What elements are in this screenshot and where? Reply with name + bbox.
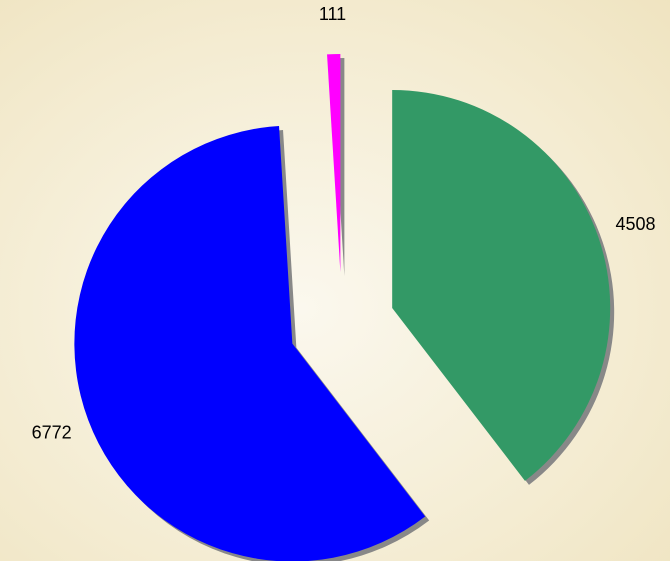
- slices: [74, 54, 611, 561]
- slice: [327, 54, 341, 273]
- data-label: 4508: [615, 214, 655, 234]
- slice: [74, 125, 426, 561]
- data-label: 6772: [32, 422, 72, 442]
- slice: [392, 89, 611, 481]
- data-label: 111: [319, 4, 346, 24]
